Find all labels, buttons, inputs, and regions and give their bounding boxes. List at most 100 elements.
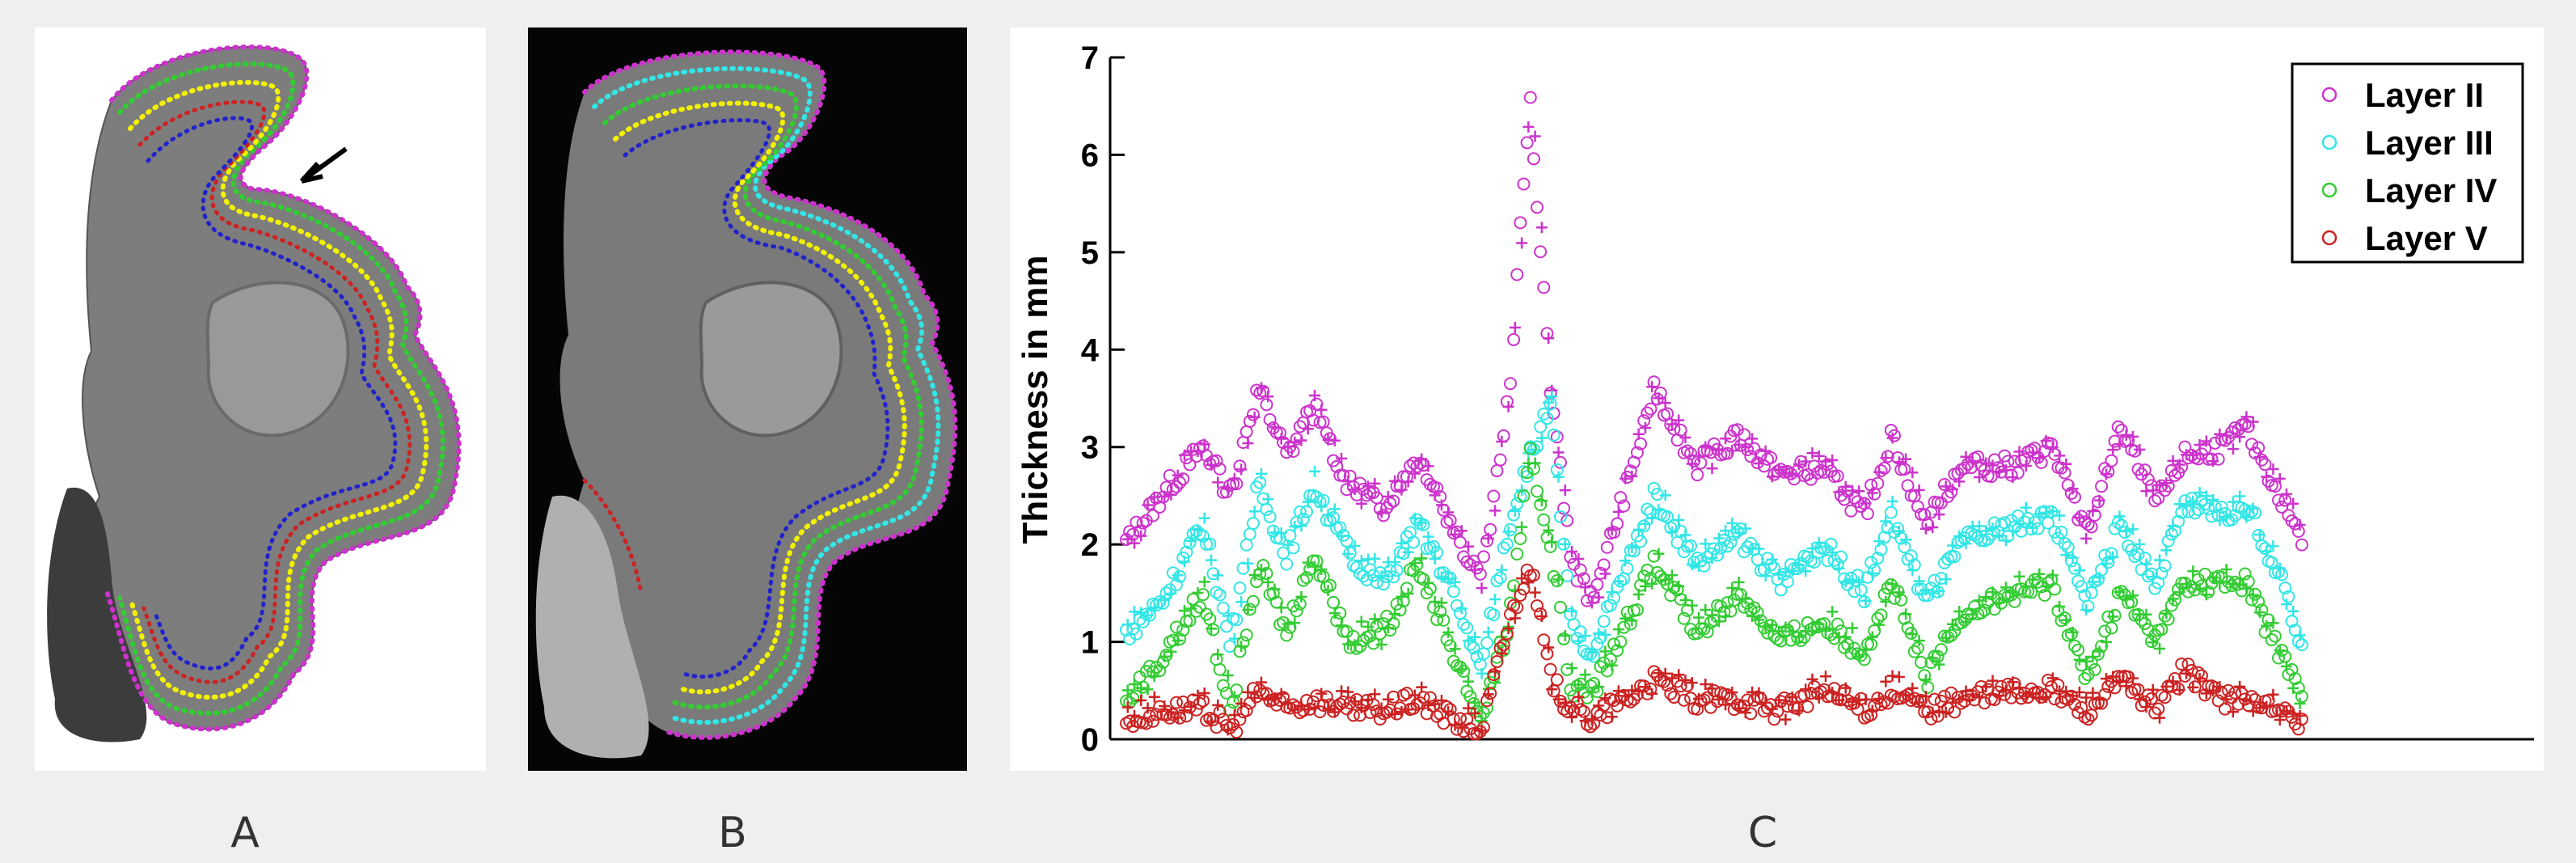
data-point-circle	[1527, 462, 1540, 476]
data-point-plus	[1552, 446, 1565, 459]
data-point-plus	[2294, 518, 2306, 531]
data-point-circle	[1523, 442, 1537, 455]
data-point-plus	[1566, 662, 1578, 675]
data-point-plus	[1402, 587, 1414, 599]
data-point-plus	[1847, 622, 1859, 634]
data-point-plus	[1693, 611, 1705, 624]
data-point-plus	[1593, 681, 1605, 693]
data-point-plus	[1455, 603, 1467, 615]
data-point-circle	[2205, 452, 2219, 466]
data-point-plus	[1900, 534, 1912, 546]
data-point-circle	[1848, 585, 1861, 599]
data-point-plus	[1242, 557, 1254, 569]
panel-b-contour-red	[582, 478, 644, 596]
data-point-plus	[1342, 686, 1354, 698]
data-point-circle	[2295, 638, 2308, 652]
data-point-circle	[1553, 600, 1567, 614]
data-point-circle	[1534, 420, 1548, 434]
data-point-plus	[2046, 442, 2059, 454]
data-point-circle	[1761, 626, 1775, 640]
data-point-plus	[1212, 699, 1224, 711]
data-point-circle	[2215, 500, 2228, 514]
data-point-circle	[1487, 608, 1501, 622]
data-point-circle	[1603, 599, 1617, 612]
data-point-circle	[1757, 704, 1771, 718]
data-point-plus	[1402, 546, 1414, 558]
data-point-circle	[1417, 691, 1430, 704]
data-point-circle	[1534, 497, 1548, 511]
data-point-circle	[2255, 603, 2269, 617]
data-point-circle	[1387, 570, 1400, 584]
data-point-circle	[1383, 564, 1397, 577]
data-point-plus	[1806, 673, 1818, 685]
data-point-circle	[2271, 565, 2285, 579]
data-point-circle	[1874, 698, 1888, 712]
data-point-plus	[1626, 542, 1638, 554]
data-point-plus	[2154, 712, 2166, 724]
data-point-circle	[2152, 492, 2165, 506]
data-point-circle	[1183, 614, 1197, 628]
data-point-plus	[1913, 575, 1925, 587]
data-point-circle	[1677, 611, 1691, 625]
data-point-circle	[1266, 586, 1280, 600]
data-point-circle	[1296, 573, 1310, 587]
data-point-plus	[1973, 520, 1985, 532]
data-point-circle	[1277, 546, 1290, 560]
data-point-plus	[1700, 679, 1712, 691]
data-point-plus	[2073, 686, 2085, 698]
data-point-plus	[2054, 600, 2066, 612]
data-point-plus	[2147, 637, 2159, 649]
data-point-circle	[2218, 702, 2232, 716]
data-point-circle	[1490, 655, 1504, 669]
data-point-plus	[2046, 506, 2059, 518]
data-point-circle	[1430, 546, 1444, 560]
data-point-circle	[1333, 521, 1347, 535]
data-point-circle	[1219, 485, 1233, 499]
data-point-plus	[1228, 691, 1240, 703]
data-point-circle	[1487, 668, 1501, 682]
data-point-circle	[1774, 583, 1788, 597]
data-point-plus	[1733, 576, 1745, 588]
data-point-circle	[1744, 707, 1758, 721]
data-point-circle	[1507, 332, 1521, 346]
data-point-circle	[1219, 620, 1233, 633]
data-point-circle	[2222, 683, 2236, 697]
data-point-circle	[1246, 517, 1260, 531]
data-point-circle	[1213, 662, 1227, 676]
data-point-circle	[2172, 682, 2185, 696]
data-point-circle	[2004, 468, 2018, 482]
data-point-plus	[2247, 416, 2259, 428]
y-axis-title: Thickness in mm	[1016, 255, 1055, 544]
panel-a-histology-section	[35, 27, 486, 771]
data-point-plus	[2173, 684, 2185, 696]
data-point-circle	[1804, 687, 1818, 700]
data-point-plus	[2093, 494, 2105, 506]
data-point-circle	[1150, 708, 1163, 721]
data-point-circle	[1894, 593, 1908, 607]
data-point-circle	[1921, 680, 1935, 694]
data-point-plus	[2087, 687, 2099, 699]
data-point-plus	[2126, 672, 2139, 684]
y-tick-label: 2	[1081, 527, 1099, 563]
data-point-circle	[1564, 550, 1577, 564]
data-point-circle	[2278, 701, 2292, 715]
data-point-plus	[2134, 443, 2146, 455]
data-point-circle	[2191, 666, 2205, 679]
data-point-plus	[1907, 467, 1919, 479]
data-point-plus	[1653, 548, 1665, 560]
data-point-plus	[1463, 702, 1475, 714]
data-point-plus	[2080, 532, 2092, 544]
data-point-plus	[1429, 698, 1441, 710]
data-point-circle	[1597, 615, 1611, 628]
data-point-circle	[1463, 637, 1477, 651]
data-point-plus	[2280, 599, 2292, 611]
data-point-plus	[1295, 520, 1307, 532]
data-point-plus	[1198, 438, 1210, 451]
data-point-circle	[1430, 481, 1444, 495]
data-point-plus	[2060, 614, 2072, 626]
data-point-circle	[1653, 387, 1667, 400]
data-point-circle	[2252, 594, 2266, 608]
data-point-circle	[1584, 647, 1598, 661]
data-point-plus	[1535, 432, 1548, 444]
data-point-plus	[1927, 521, 1939, 533]
